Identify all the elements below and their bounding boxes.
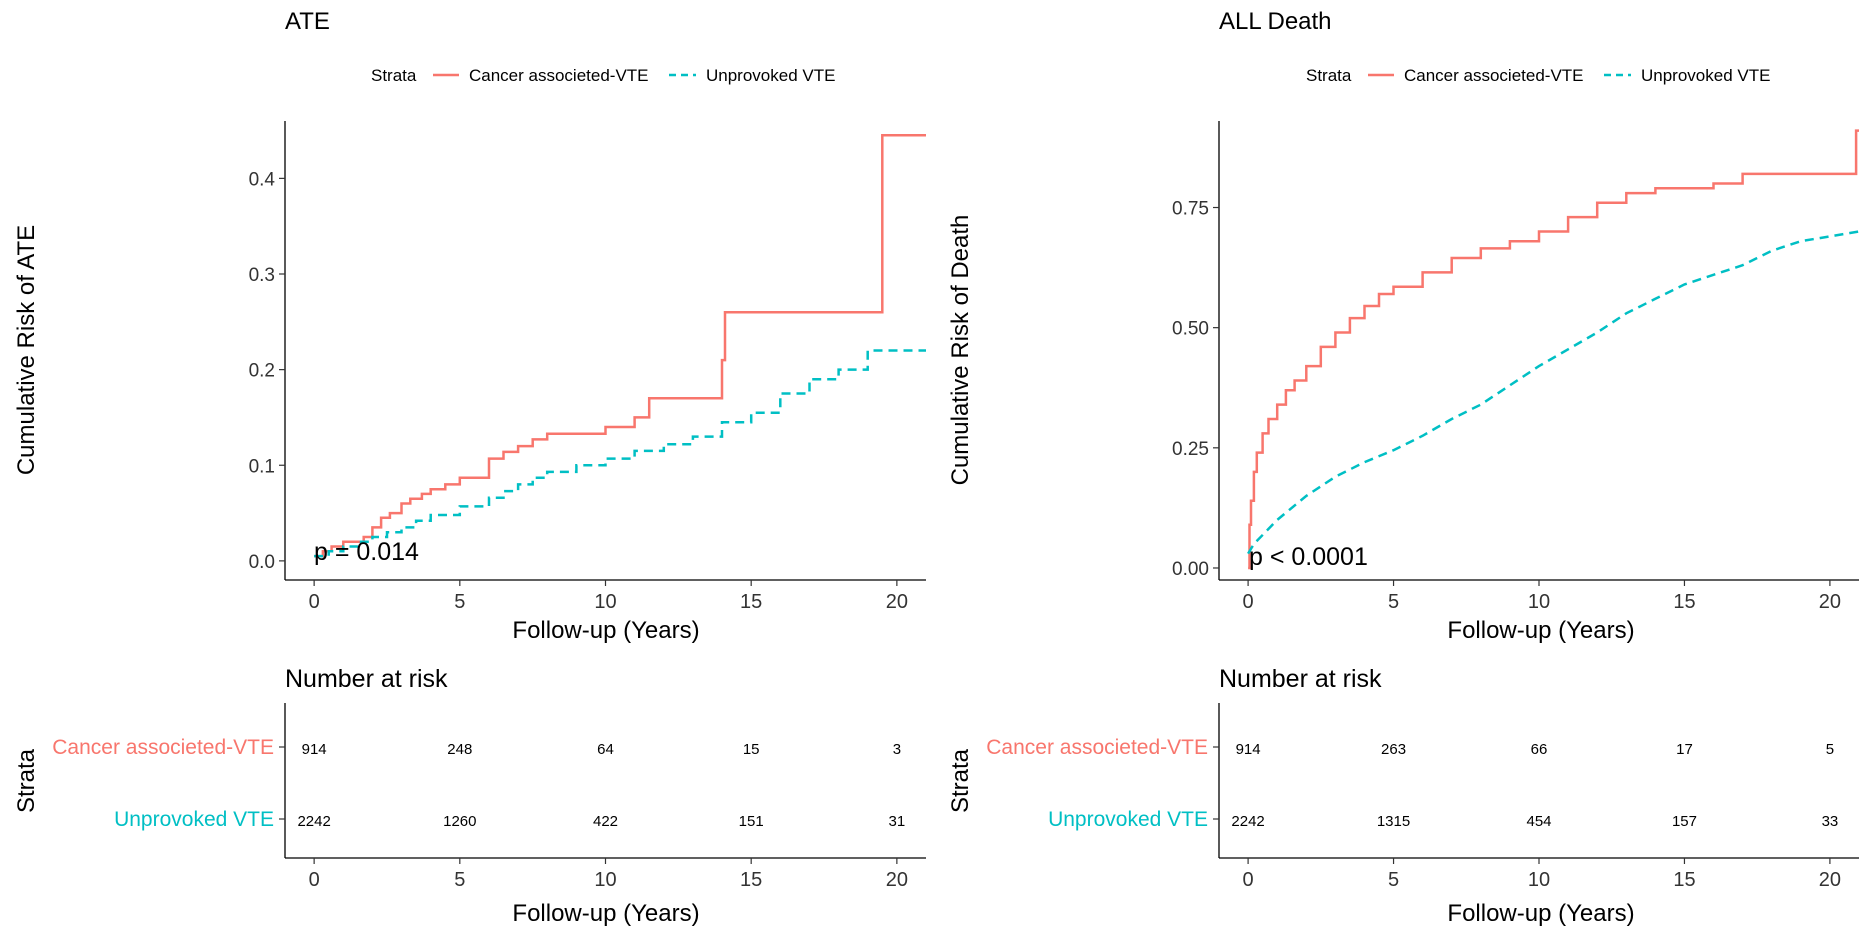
risk-count: 157 <box>1672 813 1697 830</box>
x-tick-label: 0 <box>309 591 320 613</box>
p-value: p = 0.014 <box>314 538 419 566</box>
risk-row-label-unprovoked: Unprovoked VTE <box>114 808 274 831</box>
risk-count: 33 <box>1822 813 1839 830</box>
legend-title: Strata <box>1306 66 1352 85</box>
risk-count: 422 <box>593 813 618 830</box>
series-line-cancer <box>1248 129 1859 570</box>
risk-count: 1260 <box>443 813 476 830</box>
y-axis-label: Cumulative Risk of ATE <box>13 225 40 475</box>
x-tick-label: 20 <box>886 591 908 613</box>
risk-count: 31 <box>889 813 906 830</box>
risk-count: 914 <box>302 741 327 758</box>
legend: Strata Cancer associeted-VTE Unprovoked … <box>371 66 835 85</box>
risk-count: 248 <box>447 741 472 758</box>
legend-label-cancer: Cancer associeted-VTE <box>1404 66 1584 85</box>
risk-x-tick-label: 20 <box>886 869 908 891</box>
x-tick-label: 5 <box>1388 591 1399 613</box>
risk-count: 914 <box>1236 741 1261 758</box>
risk-count: 2242 <box>297 813 330 830</box>
risk-count: 454 <box>1526 813 1551 830</box>
risk-x-tick-label: 0 <box>1243 869 1254 891</box>
x-axis-label: Follow-up (Years) <box>1447 617 1634 644</box>
y-tick-label: 0.1 <box>249 456 275 477</box>
chart-title: ATE <box>285 8 330 35</box>
strata-axis-label: Strata <box>13 748 40 813</box>
chart-title: ALL Death <box>1219 8 1332 35</box>
risk-table-all-death: 0 5 10 15 20 914 263 66 17 5 2242 1315 454 157 33 <box>1213 703 1859 891</box>
legend: Strata Cancer associeted-VTE Unprovoked … <box>1306 66 1770 85</box>
risk-count: 1315 <box>1377 813 1410 830</box>
panel-ate: ATE Strata Cancer associeted-VTE Unprovo… <box>13 8 926 927</box>
legend-title: Strata <box>371 66 417 85</box>
risk-count: 263 <box>1381 741 1406 758</box>
risk-row-label-unprovoked: Unprovoked VTE <box>1048 808 1208 831</box>
y-tick-label: 0.3 <box>249 265 275 286</box>
x-tick-label: 20 <box>1819 591 1841 613</box>
risk-count: 5 <box>1826 741 1834 758</box>
risk-row-label-cancer: Cancer associeted-VTE <box>986 736 1208 759</box>
y-tick-label: 0.2 <box>249 361 275 382</box>
x-tick-label: 15 <box>740 591 762 613</box>
x-tick-label: 10 <box>594 591 616 613</box>
risk-count: 17 <box>1676 741 1693 758</box>
risk-x-tick-label: 5 <box>1388 869 1399 891</box>
y-tick-label: 0.0 <box>249 552 275 573</box>
y-tick-label: 0.00 <box>1172 559 1209 580</box>
y-tick-label: 0.75 <box>1172 199 1209 220</box>
x-tick-label: 5 <box>454 591 465 613</box>
risk-count: 2242 <box>1231 813 1264 830</box>
risk-row-label-cancer: Cancer associeted-VTE <box>52 736 274 759</box>
risk-x-axis-label: Follow-up (Years) <box>1447 900 1634 926</box>
risk-x-tick-label: 0 <box>309 869 320 891</box>
risk-count: 64 <box>597 741 614 758</box>
plot-area-ate: 0.0 0.1 0.2 0.3 0.4 0 5 10 15 20 <box>249 121 926 613</box>
y-axis-label: Cumulative Risk of Death <box>947 215 974 486</box>
series-line-cancer <box>314 134 926 558</box>
panel-all-death: ALL Death Strata Cancer associeted-VTE U… <box>947 8 1859 927</box>
plot-area-all-death: 0.00 0.25 0.50 0.75 0 5 10 15 20 <box>1172 121 1859 613</box>
legend-label-unprovoked: Unprovoked VTE <box>706 66 835 85</box>
risk-x-tick-label: 5 <box>454 869 465 891</box>
risk-x-tick-label: 10 <box>1528 869 1550 891</box>
y-tick-label: 0.25 <box>1172 439 1209 460</box>
risk-table-title: Number at risk <box>1219 665 1382 693</box>
series-line-unprovoked <box>314 349 926 558</box>
risk-count: 66 <box>1531 741 1548 758</box>
x-tick-label: 15 <box>1673 591 1695 613</box>
y-tick-label: 0.50 <box>1172 319 1209 340</box>
strata-axis-label: Strata <box>947 748 974 813</box>
risk-count: 3 <box>893 741 901 758</box>
risk-table-ate: 0 5 10 15 20 914 248 64 15 3 2242 1260 422 151 31 <box>279 703 926 891</box>
risk-x-axis-label: Follow-up (Years) <box>512 900 699 926</box>
p-value: p < 0.0001 <box>1249 543 1368 571</box>
risk-x-tick-label: 15 <box>740 869 762 891</box>
legend-label-cancer: Cancer associeted-VTE <box>469 66 649 85</box>
risk-count: 15 <box>743 741 760 758</box>
x-tick-label: 10 <box>1528 591 1550 613</box>
risk-x-tick-label: 20 <box>1819 869 1841 891</box>
risk-count: 151 <box>739 813 764 830</box>
x-axis-label: Follow-up (Years) <box>512 617 699 644</box>
risk-x-tick-label: 10 <box>594 869 616 891</box>
risk-x-tick-label: 15 <box>1673 869 1695 891</box>
y-tick-label: 0.4 <box>249 169 276 190</box>
legend-label-unprovoked: Unprovoked VTE <box>1641 66 1770 85</box>
series-line-unprovoked <box>1247 230 1859 555</box>
x-tick-label: 0 <box>1243 591 1254 613</box>
risk-table-title: Number at risk <box>285 665 448 693</box>
